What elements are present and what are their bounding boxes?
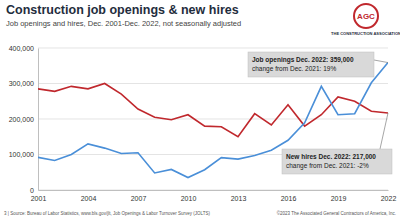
x-tick-label: 2010: [181, 195, 197, 202]
y-tick-label: 300,000: [9, 80, 34, 87]
title: Construction job openings & new hires: [6, 3, 239, 17]
logo: AGC THE CONSTRUCTION ASSOCIATION: [331, 4, 400, 36]
logo-circle: [354, 4, 378, 28]
x-tick: 2004: [81, 190, 97, 202]
annotation: New hires Dec. 2022: 217,000change from …: [282, 113, 392, 174]
y-tick-label: 0: [30, 187, 34, 194]
x-tick: 2013: [231, 190, 247, 202]
annotation: Job openings Dec. 2022: 359,000change fr…: [248, 52, 388, 77]
grid-line: [38, 119, 388, 120]
annotation-text: change from Dec. 2021: -2%: [286, 162, 369, 170]
y-tick-label: 200,000: [9, 116, 34, 123]
copyright: ©2023 The Associated General Contractors…: [277, 210, 396, 216]
source: 3 | Source: Bureau of Labor Statistics, …: [4, 211, 210, 216]
x-tick-label: 2019: [331, 195, 347, 202]
y-tick: 0: [30, 187, 38, 194]
annotation-text: New hires Dec. 2022: 217,000: [286, 153, 376, 161]
grid-line: [38, 83, 388, 84]
x-axis: 2001 2004 2007 2010 2013 2016 2019 2022: [31, 190, 397, 202]
y-tick: 300,000: [9, 80, 38, 87]
x-tick: 2007: [131, 190, 147, 202]
x-tick-label: 2013: [231, 195, 247, 202]
chart: Construction job openings & new hires Job…: [0, 0, 400, 219]
x-tick: 2010: [181, 190, 197, 202]
x-tick: 2001: [31, 190, 47, 202]
y-tick: 400,000: [9, 45, 38, 52]
annotation-box: [282, 149, 392, 174]
y-tick: 200,000: [9, 116, 38, 123]
y-tick-label: 400,000: [9, 45, 34, 52]
x-tick-label: 2001: [31, 195, 47, 202]
grid-line: [38, 190, 388, 191]
y-tick: 100,000: [9, 151, 38, 158]
y-axis-line: [38, 49, 39, 191]
grid-line: [38, 48, 388, 49]
x-tick-label: 2007: [131, 195, 147, 202]
subtitle: Job openings and hires, Dec. 2001-Dec. 2…: [6, 19, 241, 28]
annotation-text: change from Dec. 2021: 19%: [252, 65, 336, 73]
x-tick: 2022: [381, 190, 397, 202]
x-tick-label: 2016: [281, 195, 297, 202]
annotation-connector: [374, 60, 388, 63]
logo-text: AGC: [357, 12, 375, 21]
x-tick-label: 2022: [381, 195, 397, 202]
grid: [38, 48, 388, 190]
x-axis-line: [39, 190, 389, 191]
annotation-connector: [380, 113, 388, 149]
annotation-text: Job openings Dec. 2022: 359,000: [252, 56, 354, 64]
y-axis: 0 100,000 200,000 300,000 400,000: [9, 45, 39, 194]
logo-tagline: THE CONSTRUCTION ASSOCIATION: [331, 31, 400, 36]
x-tick-label: 2004: [81, 195, 97, 202]
x-tick: 2016: [281, 190, 297, 202]
y-tick-label: 100,000: [9, 151, 34, 158]
x-tick: 2019: [331, 190, 347, 202]
annotation-box: [248, 52, 374, 77]
